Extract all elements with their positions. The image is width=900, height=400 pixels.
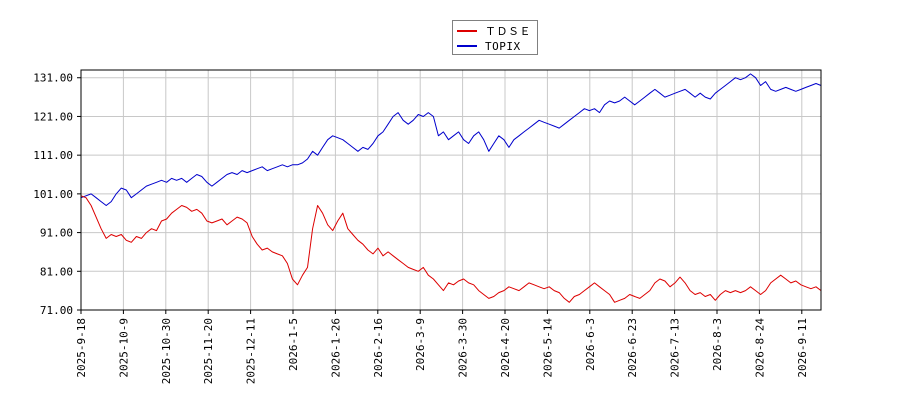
y-tick-label: 111.00: [33, 149, 73, 162]
y-tick-label: 131.00: [33, 72, 73, 85]
y-tick-label: 101.00: [33, 188, 73, 201]
legend: ＴＤＳＥ TOPIX: [452, 20, 538, 55]
x-tick-label: 2026-1-26: [329, 318, 342, 378]
x-tick-label: 2026-6-23: [626, 318, 639, 378]
y-axis: 71.00 81.00 91.00 101.00 111.00 121.00 131.00: [33, 72, 81, 317]
x-tick-label: 2026-1-5: [287, 318, 300, 371]
legend-label-tdse: ＴＤＳＥ: [485, 25, 531, 38]
legend-swatch-topix: [457, 45, 477, 47]
x-tick-label: 2025-10-30: [160, 318, 173, 384]
legend-swatch-tdse: [457, 30, 477, 32]
x-tick-label: 2026-5-14: [541, 318, 554, 378]
x-tick-label: 2026-3-30: [457, 318, 470, 378]
x-axis: 2025-9-18 2025-10-9 2025-10-30 2025-11-20 20…: [75, 310, 809, 384]
x-tick-label: 2025-12-11: [245, 318, 258, 384]
series-line-tdse: [80, 195, 822, 303]
series-lines: [80, 73, 822, 303]
legend-item-tdse: ＴＤＳＥ: [457, 24, 531, 38]
x-tick-label: 2026-8-24: [753, 318, 766, 378]
legend-label-topix: TOPIX: [485, 39, 521, 53]
grid: [81, 70, 821, 311]
x-tick-label: 2025-9-18: [75, 318, 88, 378]
x-tick-label: 2025-11-20: [202, 318, 215, 384]
y-tick-label: 91.00: [40, 227, 73, 240]
x-tick-label: 2026-2-16: [372, 318, 385, 378]
x-tick-label: 2025-10-9: [117, 318, 130, 378]
x-tick-label: 2026-3-9: [414, 318, 427, 371]
x-tick-label: 2026-8-3: [711, 318, 724, 371]
y-tick-label: 81.00: [40, 265, 73, 278]
x-tick-label: 2026-6-3: [584, 318, 597, 371]
x-tick-label: 2026-4-20: [499, 318, 512, 378]
plot-frame: [80, 69, 822, 311]
x-tick-label: 2026-7-13: [669, 318, 682, 378]
series-line-topix: [80, 73, 822, 206]
x-tick-label: 2026-9-11: [796, 318, 809, 378]
y-tick-label: 121.00: [33, 110, 73, 123]
y-tick-label: 71.00: [40, 304, 73, 317]
legend-item-topix: TOPIX: [457, 39, 521, 53]
